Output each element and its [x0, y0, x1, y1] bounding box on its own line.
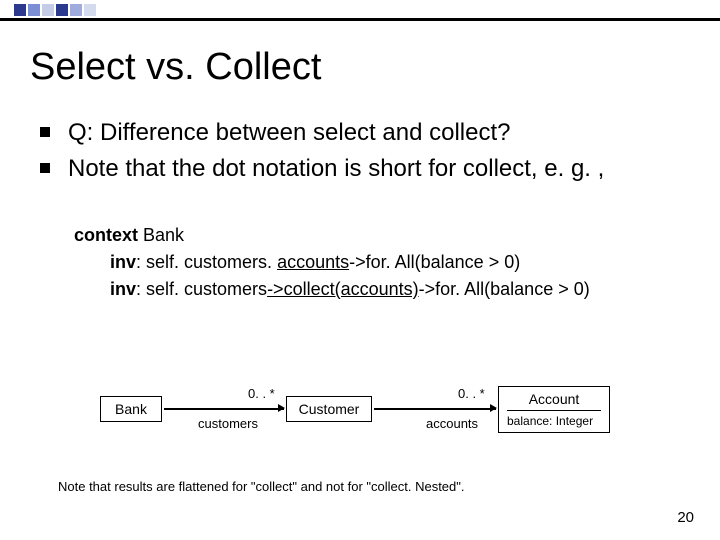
header-rule — [0, 18, 720, 21]
keyword-inv: inv — [110, 252, 136, 272]
uml-role: accounts — [426, 416, 478, 431]
deco-square — [28, 4, 40, 16]
uml-arrowhead — [490, 404, 497, 412]
uml-arrowhead — [278, 404, 285, 412]
uml-class-account: Account balance: Integer — [498, 386, 610, 433]
keyword-context: context — [74, 225, 138, 245]
deco-square — [56, 4, 68, 16]
uml-association — [164, 408, 284, 410]
footnote: Note that results are flattened for "col… — [58, 479, 465, 494]
uml-class-bank: Bank — [100, 396, 162, 422]
bullet-list: Q: Difference between select and collect… — [40, 117, 690, 186]
uml-class-name: Bank — [109, 401, 153, 417]
code-underline: ->collect(accounts) — [267, 279, 419, 299]
uml-class-customer: Customer — [286, 396, 372, 422]
bullet-item: Note that the dot notation is short for … — [40, 153, 690, 185]
deco-square — [84, 4, 96, 16]
bullet-marker — [40, 127, 50, 137]
code-underline: accounts — [277, 252, 349, 272]
context-class: Bank — [143, 225, 184, 245]
uml-class-name: Customer — [295, 401, 363, 417]
uml-multiplicity: 0. . * — [458, 386, 485, 401]
code-text: : self. customers. — [136, 252, 277, 272]
header-decoration — [14, 4, 96, 16]
slide-title: Select vs. Collect — [30, 46, 690, 89]
code-text: : self. customers — [136, 279, 267, 299]
page-number: 20 — [677, 509, 694, 526]
uml-role: customers — [198, 416, 258, 431]
uml-diagram: Bank Customer Account balance: Integer 0… — [100, 380, 660, 444]
uml-class-name: Account — [507, 391, 601, 407]
uml-attribute: balance: Integer — [507, 410, 601, 428]
bullet-text: Note that the dot notation is short for … — [68, 153, 604, 185]
uml-association — [374, 408, 496, 410]
uml-multiplicity: 0. . * — [248, 386, 275, 401]
code-block: context Bank inv: self. customers. accou… — [74, 222, 690, 303]
bullet-text: Q: Difference between select and collect… — [68, 117, 510, 149]
deco-square — [42, 4, 54, 16]
deco-square — [14, 4, 26, 16]
keyword-inv: inv — [110, 279, 136, 299]
code-text: ->for. All(balance > 0) — [349, 252, 520, 272]
code-line: inv: self. customers->collect(accounts)-… — [110, 276, 690, 303]
bullet-item: Q: Difference between select and collect… — [40, 117, 690, 149]
code-line: context Bank — [74, 222, 690, 249]
code-line: inv: self. customers. accounts->for. All… — [110, 249, 690, 276]
bullet-marker — [40, 163, 50, 173]
code-text: ->for. All(balance > 0) — [419, 279, 590, 299]
deco-square — [70, 4, 82, 16]
